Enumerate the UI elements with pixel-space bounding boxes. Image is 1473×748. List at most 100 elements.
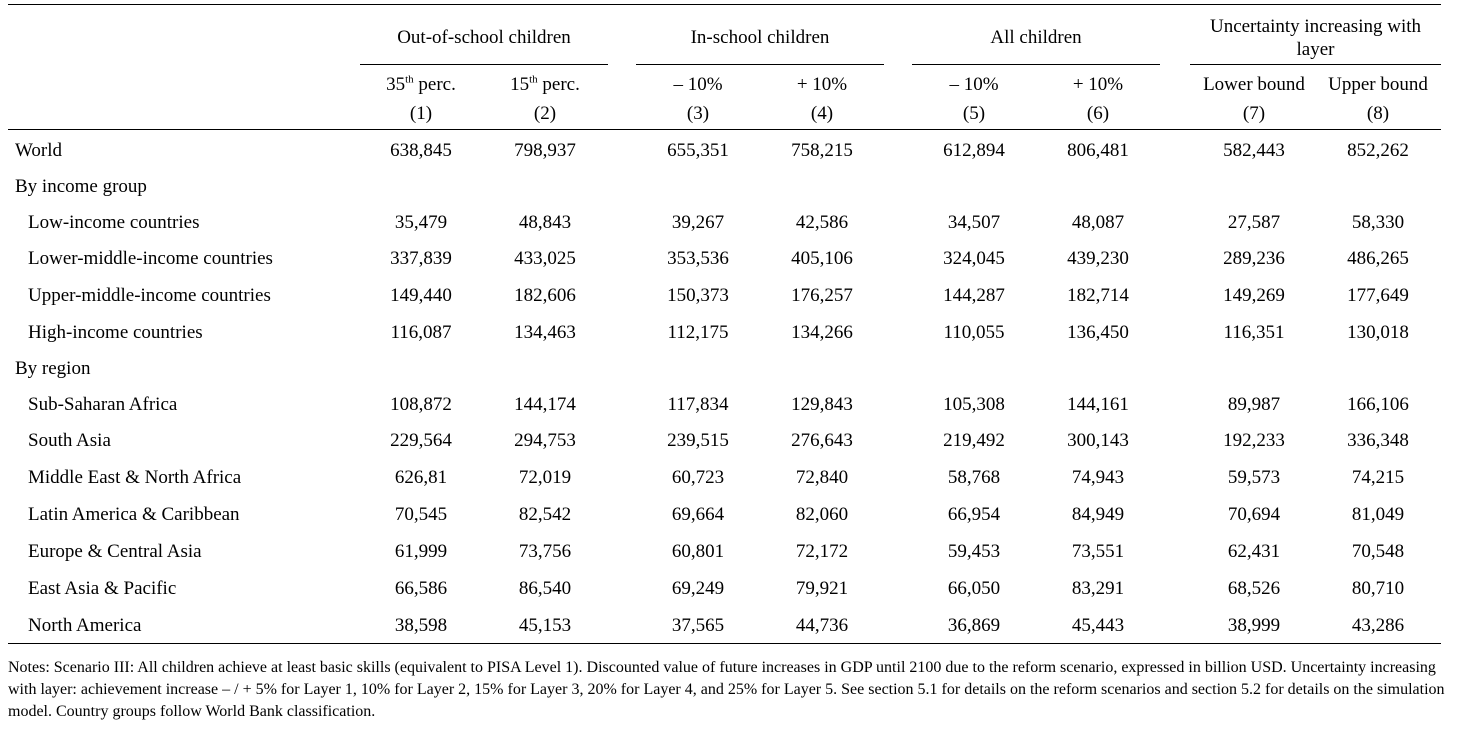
column-header-text: Lower bound (1203, 74, 1305, 95)
section-label: By income group (15, 176, 147, 197)
table-cell: 45,443 (1071, 615, 1125, 636)
table-cell: 39,267 (671, 212, 725, 233)
table-cell: 34,507 (947, 212, 1001, 233)
table-cell: 136,450 (1067, 322, 1129, 343)
top-rule (8, 4, 1441, 5)
table-cell: 27,587 (1227, 212, 1281, 233)
table-cell: 116,087 (390, 322, 452, 343)
column-header-6: + 10% (1028, 74, 1168, 96)
table-cell: 219,492 (943, 430, 1005, 451)
column-header-suffix: perc. (537, 74, 580, 95)
table-cell: 758,215 (791, 140, 853, 161)
column-number-1: (1) (409, 103, 433, 124)
group-header-in-school: In-school children (690, 27, 830, 48)
row-label: South Asia (28, 430, 111, 451)
table-cell: 324,045 (943, 248, 1005, 269)
column-header-3: – 10% (628, 74, 768, 96)
table-cell: 852,262 (1347, 140, 1409, 161)
table-cell: 134,463 (514, 322, 576, 343)
table-cell: 353,536 (667, 248, 729, 269)
table-cell: 48,843 (518, 212, 572, 233)
table-cell: 89,987 (1227, 394, 1281, 415)
column-number-5: (5) (962, 103, 986, 124)
table-cell: 72,019 (518, 467, 572, 488)
table-cell: 66,586 (394, 578, 448, 599)
table-cell: 144,174 (514, 394, 576, 415)
table-cell: 74,215 (1351, 467, 1405, 488)
table-cell: 150,373 (667, 285, 729, 306)
column-header-suffix: perc. (413, 74, 456, 95)
row-label: Upper-middle-income countries (28, 285, 271, 306)
table-cell: 182,606 (514, 285, 576, 306)
column-header-text: 35 (386, 74, 406, 95)
table-cell: 48,087 (1071, 212, 1125, 233)
column-header-text: Upper bound (1328, 74, 1428, 95)
table-cell: 130,018 (1347, 322, 1409, 343)
group-underline-3 (912, 64, 1160, 65)
table-cell: 229,564 (390, 430, 452, 451)
row-label: High-income countries (28, 322, 203, 343)
row-label: Middle East & North Africa (28, 467, 242, 488)
table-cell: 110,055 (943, 322, 1005, 343)
table-cell: 62,431 (1227, 541, 1281, 562)
table-cell: 294,753 (514, 430, 576, 451)
column-header-5: – 10% (904, 74, 1044, 96)
table-cell: 166,106 (1347, 394, 1409, 415)
table-cell: 70,548 (1351, 541, 1405, 562)
table-cell: 612,894 (943, 140, 1005, 161)
table-cell: 58,330 (1351, 212, 1405, 233)
row-label: East Asia & Pacific (28, 578, 177, 599)
group-header-out-of-school: Out-of-school children (397, 27, 571, 48)
table-cell: 239,515 (667, 430, 729, 451)
section-label: By region (15, 358, 91, 379)
column-header-8: Upper bound (1308, 74, 1448, 96)
table-cell: 43,286 (1351, 615, 1405, 636)
table-cell: 69,664 (671, 504, 725, 525)
table-cell: 37,565 (671, 615, 725, 636)
table-cell: 86,540 (518, 578, 572, 599)
table-cell: 73,756 (518, 541, 572, 562)
column-number-6: (6) (1086, 103, 1110, 124)
row-label: Low-income countries (28, 212, 200, 233)
column-header-text: 15 (510, 74, 530, 95)
table-cell: 61,999 (394, 541, 448, 562)
table-cell: 84,949 (1071, 504, 1125, 525)
table-cell: 336,348 (1347, 430, 1409, 451)
column-header-superscript: th (405, 73, 414, 86)
table-cell: 117,834 (667, 394, 729, 415)
table-cell: 337,839 (390, 248, 452, 269)
table-cell: 129,843 (791, 394, 853, 415)
group-underline-4 (1190, 64, 1441, 65)
table-cell: 276,643 (791, 430, 853, 451)
table-cell: 582,443 (1223, 140, 1285, 161)
table-cell: 59,453 (947, 541, 1001, 562)
table-cell: 176,257 (791, 285, 853, 306)
table-cell: 45,153 (518, 615, 572, 636)
table-cell: 60,801 (671, 541, 725, 562)
table-cell: 798,937 (514, 140, 576, 161)
table-cell: 66,050 (947, 578, 1001, 599)
table-cell: 60,723 (671, 467, 725, 488)
row-label: Lower-middle-income countries (28, 248, 273, 269)
table-cell: 144,287 (943, 285, 1005, 306)
table-cell: 433,025 (514, 248, 576, 269)
column-number-3: (3) (686, 103, 710, 124)
table-cell: 112,175 (667, 322, 729, 343)
column-number-4: (4) (810, 103, 834, 124)
table-cell: 42,586 (795, 212, 849, 233)
table-cell: 59,573 (1227, 467, 1281, 488)
table-cell: 74,943 (1071, 467, 1125, 488)
header-rule (8, 129, 1441, 130)
column-header-text: – 10% (673, 74, 723, 95)
table-cell: 83,291 (1071, 578, 1125, 599)
table-cell: 58,768 (947, 467, 1001, 488)
table-cell: 655,351 (667, 140, 729, 161)
table-cell: 79,921 (795, 578, 849, 599)
column-header-text: + 10% (796, 74, 848, 95)
column-header-1: 35th perc. (351, 74, 491, 96)
column-header-text: + 10% (1072, 74, 1124, 95)
group-header-uncertainty: Uncertainty increasing with layer (1209, 16, 1422, 60)
table-cell: 35,479 (394, 212, 448, 233)
table-cell: 149,440 (390, 285, 452, 306)
table-cell: 73,551 (1071, 541, 1125, 562)
